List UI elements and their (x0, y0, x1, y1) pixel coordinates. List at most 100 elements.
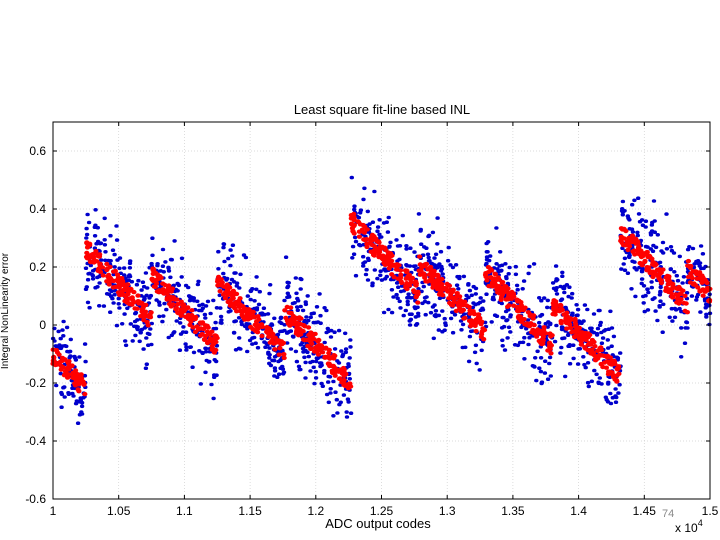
blue-point (61, 385, 66, 390)
red-point (558, 318, 564, 324)
blue-point (145, 286, 150, 290)
blue-point (122, 273, 127, 277)
blue-point (134, 282, 140, 287)
red-point (460, 299, 466, 304)
blue-point (395, 296, 400, 301)
x-tick-label: 1.15 (238, 504, 262, 518)
blue-point (514, 283, 520, 288)
red-point (481, 337, 487, 342)
blue-point (211, 396, 216, 401)
red-point (174, 297, 180, 302)
y-tick-label: 0.6 (29, 144, 46, 158)
blue-point (267, 356, 272, 360)
red-point (618, 237, 624, 242)
red-point (129, 295, 135, 300)
blue-point (288, 347, 294, 351)
blue-point (310, 359, 315, 364)
blue-point (68, 354, 73, 358)
blue-point (226, 310, 231, 314)
blue-point (636, 196, 641, 200)
red-point (646, 265, 652, 270)
red-point (572, 334, 578, 339)
blue-point (106, 292, 112, 297)
blue-point (552, 339, 558, 344)
red-point (337, 367, 344, 372)
blue-point (112, 292, 117, 297)
blue-point (372, 189, 377, 194)
red-point (382, 245, 388, 250)
blue-point (347, 356, 352, 360)
blue-point (328, 391, 333, 395)
red-point (115, 276, 121, 282)
blue-point (58, 336, 63, 341)
blue-point (432, 313, 437, 318)
blue-point (684, 320, 690, 325)
blue-point (226, 256, 231, 261)
blue-point (303, 300, 308, 304)
blue-point (332, 330, 337, 335)
blue-point (356, 215, 362, 220)
red-point (356, 234, 362, 239)
blue-point (278, 316, 283, 321)
red-point (368, 238, 374, 243)
blue-point (276, 372, 282, 377)
blue-point (234, 284, 239, 288)
red-point (693, 283, 699, 288)
blue-point (84, 232, 90, 237)
red-point (642, 258, 648, 264)
blue-point (633, 294, 638, 299)
red-point (364, 227, 370, 232)
blue-point (448, 263, 453, 267)
red-point (687, 280, 694, 285)
blue-point (343, 350, 349, 355)
blue-point (484, 257, 490, 262)
red-point (408, 279, 414, 285)
blue-point (127, 261, 133, 266)
red-point (110, 285, 116, 290)
blue-point (547, 355, 553, 360)
blue-point (147, 296, 152, 300)
blue-point (221, 245, 226, 250)
red-point (473, 320, 479, 326)
blue-point (134, 324, 139, 329)
red-point (585, 331, 591, 336)
blue-point (181, 325, 186, 329)
blue-point (643, 219, 649, 223)
blue-point (619, 267, 624, 271)
red-point (134, 306, 140, 311)
blue-point (329, 328, 334, 333)
red-point (100, 273, 106, 278)
blue-point (672, 270, 677, 274)
blue-point (379, 278, 385, 282)
blue-point (397, 244, 403, 248)
blue-point (592, 368, 597, 373)
blue-point (445, 258, 451, 263)
red-point (540, 338, 546, 343)
blue-point (365, 256, 371, 261)
blue-point (144, 362, 149, 367)
blue-point (396, 285, 401, 290)
blue-point (639, 281, 644, 286)
red-point (138, 314, 144, 319)
blue-point (103, 250, 108, 254)
blue-point (453, 263, 459, 267)
red-point (334, 367, 340, 372)
x-tick-label: 1.1 (176, 504, 193, 518)
red-point (151, 284, 157, 289)
blue-point (620, 207, 625, 211)
blue-point (589, 329, 594, 334)
blue-point (435, 216, 440, 220)
blue-point (643, 244, 649, 249)
blue-point (285, 280, 290, 285)
blue-point (85, 212, 90, 217)
red-point (654, 267, 660, 273)
blue-point (461, 312, 467, 316)
blue-point (537, 366, 542, 371)
blue-point (209, 382, 214, 387)
red-point (236, 298, 242, 304)
blue-point (527, 264, 532, 269)
blue-point (577, 347, 583, 351)
blue-point (495, 267, 500, 271)
red-point (404, 268, 410, 273)
blue-point (400, 233, 405, 238)
